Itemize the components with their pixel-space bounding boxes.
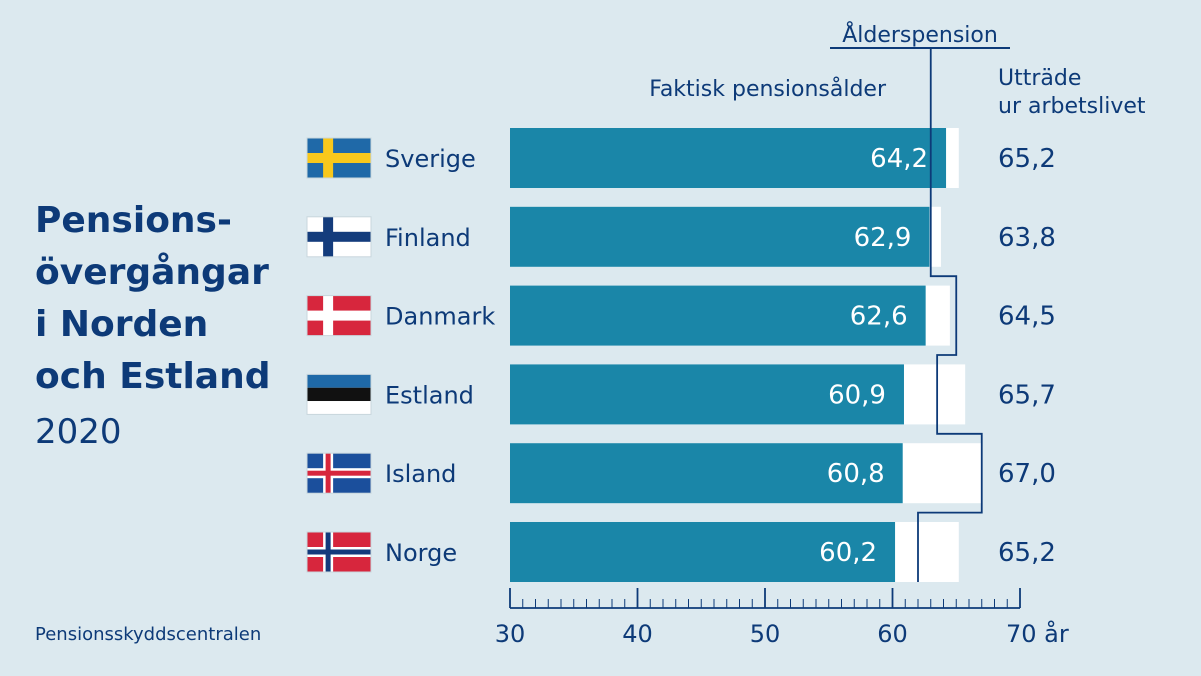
norway-flag (306, 531, 372, 573)
title-line-2: övergångar (35, 252, 269, 293)
label-exit-estland: 65,7 (998, 380, 1056, 410)
title-line-3: i Norden (35, 304, 209, 345)
header-actual-age: Faktisk pensionsålder (649, 76, 887, 102)
x-tick-label-60: 60 (877, 620, 908, 648)
title-line-4: och Estland (35, 356, 271, 397)
label-actual-island: 60,8 (827, 459, 885, 489)
country-label-norge: Norge (385, 539, 457, 567)
denmark-flag (306, 295, 372, 337)
estonia-flag (306, 373, 372, 415)
pension-age-line (917, 48, 983, 582)
country-label-island: Island (385, 460, 456, 488)
header-exit-line-2: ur arbetslivet (998, 94, 1146, 119)
label-actual-estland: 60,9 (828, 380, 886, 410)
bar-actual-norge (510, 522, 896, 582)
bar-actual-estland (510, 364, 904, 425)
country-label-danmark: Danmark (385, 303, 495, 331)
source-footer: Pensionsskyddscentralen (35, 624, 262, 645)
bar-actual-island (510, 443, 903, 504)
label-exit-island: 67,0 (998, 459, 1056, 489)
x-tick-label-50: 50 (750, 620, 781, 648)
finland-flag (306, 216, 372, 258)
bar-actual-danmark (510, 285, 926, 346)
label-exit-norge: 65,2 (998, 538, 1056, 568)
iceland-flag (306, 452, 372, 494)
label-exit-danmark: 64,5 (998, 302, 1056, 332)
header-pension-age: Ålderspension (842, 21, 998, 48)
country-label-sverige: Sverige (385, 145, 476, 173)
header-exit-line-1: Utträde (998, 66, 1081, 91)
label-actual-finland: 62,9 (854, 223, 912, 253)
bar-actual-finland (510, 206, 930, 267)
bar-actual-sverige (510, 128, 947, 188)
x-tick-label-40: 40 (622, 620, 653, 648)
sweden-flag (306, 137, 372, 179)
label-actual-danmark: 62,6 (850, 302, 908, 332)
country-label-finland: Finland (385, 224, 471, 252)
chart-title: Pensions- övergångar i Norden och Estlan… (35, 195, 271, 403)
country-label-estland: Estland (385, 381, 474, 409)
label-actual-sverige: 64,2 (870, 144, 928, 174)
label-exit-sverige: 65,2 (998, 144, 1056, 174)
chart-year: 2020 (35, 412, 122, 452)
label-actual-norge: 60,2 (819, 538, 877, 568)
x-tick-label-70: 70 år (1006, 619, 1069, 648)
x-tick-label-30: 30 (495, 620, 526, 648)
label-exit-finland: 63,8 (998, 223, 1056, 253)
title-line-1: Pensions- (35, 200, 232, 241)
